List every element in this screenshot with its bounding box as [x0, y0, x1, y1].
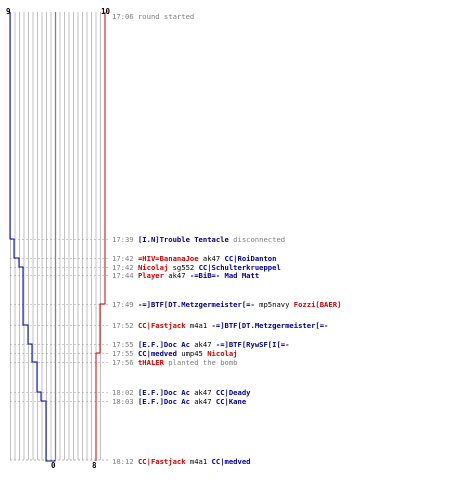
- event-message: planted the bomb: [163, 357, 238, 367]
- event-time: 18:03: [112, 396, 138, 406]
- event-time: 18:12: [112, 456, 138, 466]
- player-name: -=BiB=- Mad Matt: [189, 270, 260, 280]
- event-time: 17:52: [112, 320, 138, 330]
- player-name: CC|RoiDanton: [224, 253, 277, 263]
- weapon-name: m4a1: [185, 320, 212, 330]
- weapon-name: sg552: [168, 262, 199, 272]
- player-name: =HIV=BananaJoe: [137, 253, 199, 263]
- player-name: CC|Fastjack: [137, 456, 186, 466]
- event-row: 17:42 =HIV=BananaJoe ak47 CC|RoiDanton: [112, 254, 276, 263]
- event-time: 17:06: [112, 11, 138, 21]
- weapon-name: ak47: [198, 253, 225, 263]
- event-row: 17:55 [E.F.]Doc Ac ak47 -=]BTF[RywSF[I[=…: [112, 340, 289, 349]
- player-name: CC|medved: [137, 348, 177, 358]
- event-message: disconnected: [228, 234, 286, 244]
- player-name: [E.F.]Doc Ac: [137, 396, 190, 406]
- event-row: 18:02 [E.F.]Doc Ac ak47 CC|Deady: [112, 388, 251, 397]
- event-row: 17:55 CC|medved ump45 Nicolaj: [112, 349, 238, 358]
- event-time: 17:44: [112, 270, 138, 280]
- player-name: Fozzi[BAER]: [293, 299, 342, 309]
- event-time: 17:39: [112, 234, 138, 244]
- weapon-name: m4a1: [185, 456, 212, 466]
- event-time: 17:49: [112, 299, 138, 309]
- event-row: 17:44 Player ak47 -=BiB=- Mad Matt: [112, 271, 259, 280]
- player-name: CC|Deady: [215, 387, 251, 397]
- player-name: [E.F.]Doc Ac: [137, 387, 190, 397]
- event-row: 17:42 Nicolaj sg552 CC|Schulterkrueppel: [112, 263, 281, 272]
- player-name: CC|Kane: [215, 396, 247, 406]
- weapon-name: ak47: [163, 270, 190, 280]
- event-row: 17:06 round started: [112, 12, 194, 21]
- weapon-name: mp5navy: [254, 299, 294, 309]
- player-name: -=]BTF[DT.Metzgermeister[=-: [211, 320, 329, 330]
- player-name: Player: [137, 270, 164, 280]
- event-row: 17:39 [I.N]Trouble Tentacle disconnected: [112, 235, 285, 244]
- weapon-name: ump45: [176, 348, 208, 358]
- event-message: round started: [137, 11, 195, 21]
- player-name: CC|Fastjack: [137, 320, 186, 330]
- blue-start-count: 9: [6, 7, 11, 16]
- event-row: 17:49 -=]BTF[DT.Metzgermeister[=- mp5nav…: [112, 300, 341, 309]
- player-name: -=]BTF[DT.Metzgermeister[=-: [137, 299, 255, 309]
- event-time: 17:42: [112, 253, 138, 263]
- player-name: CC|Schulterkrueppel: [198, 262, 281, 272]
- event-row: 18:12 CC|Fastjack m4a1 CC|medved: [112, 457, 251, 466]
- player-name: Nicolaj: [207, 348, 238, 358]
- player-name: [E.F.]Doc Ac: [137, 339, 190, 349]
- player-name: Nicolaj: [137, 262, 169, 272]
- player-name: tHALER: [137, 357, 164, 367]
- player-name: [I.N]Trouble Tentacle: [137, 234, 229, 244]
- red-start-count: 10: [101, 7, 111, 16]
- player-name: -=]BTF[RywSF[I[=-: [215, 339, 290, 349]
- event-row: 17:52 CC|Fastjack m4a1 -=]BTF[DT.Metzger…: [112, 321, 328, 330]
- red-end-count: 8: [92, 461, 97, 470]
- player-name: CC|medved: [211, 456, 251, 466]
- blue-end-count: 0: [51, 461, 56, 470]
- weapon-name: ak47: [189, 339, 216, 349]
- red-team-line: [95, 12, 106, 461]
- blue-team-line: [9, 12, 56, 462]
- event-row: 17:56 tHALER planted the bomb: [112, 358, 238, 367]
- event-time: 17:55: [112, 348, 138, 358]
- event-time: 17:56: [112, 357, 138, 367]
- weapon-name: ak47: [189, 387, 216, 397]
- event-row: 18:03 [E.F.]Doc Ac ak47 CC|Kane: [112, 397, 246, 406]
- event-time: 17:55: [112, 339, 138, 349]
- event-time: 18:02: [112, 387, 138, 397]
- weapon-name: ak47: [189, 396, 216, 406]
- event-time: 17:42: [112, 262, 138, 272]
